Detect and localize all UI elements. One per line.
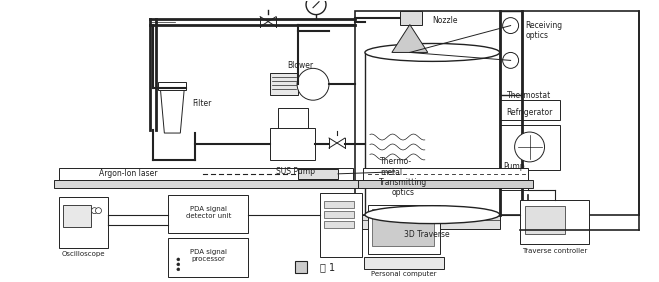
Text: Refrigerator: Refrigerator <box>506 108 553 117</box>
Bar <box>519 200 589 244</box>
Bar <box>364 257 444 269</box>
Bar <box>53 180 363 188</box>
Bar <box>525 206 565 233</box>
Ellipse shape <box>365 43 500 61</box>
Circle shape <box>96 208 101 214</box>
Circle shape <box>306 0 326 15</box>
Text: Traverse controller: Traverse controller <box>522 248 587 254</box>
Text: 3D Traverse: 3D Traverse <box>404 230 449 239</box>
Bar <box>365 52 500 215</box>
Text: SUS Pump: SUS Pump <box>275 167 314 176</box>
Bar <box>298 169 338 179</box>
Bar <box>168 195 248 233</box>
Circle shape <box>515 132 544 162</box>
Text: Transmitting
optics: Transmitting optics <box>379 178 427 197</box>
Bar <box>500 100 559 120</box>
Bar <box>295 261 307 273</box>
Ellipse shape <box>365 206 500 224</box>
Bar <box>500 125 559 170</box>
Polygon shape <box>392 25 428 52</box>
Bar <box>372 209 434 246</box>
Text: Receiving
optics: Receiving optics <box>526 21 563 40</box>
Text: Thermo-
metal: Thermo- metal <box>380 157 412 177</box>
Circle shape <box>297 68 329 100</box>
Text: Blower: Blower <box>287 61 313 70</box>
Bar <box>270 128 315 160</box>
Text: Nozzle: Nozzle <box>432 16 457 25</box>
Bar <box>59 197 109 248</box>
Text: Argon-Ion laser: Argon-Ion laser <box>99 169 158 178</box>
Polygon shape <box>160 88 185 133</box>
Text: 図 1: 図 1 <box>320 262 335 272</box>
Bar <box>500 172 528 190</box>
Bar <box>358 180 532 188</box>
Bar <box>500 11 521 95</box>
Circle shape <box>503 17 519 34</box>
Circle shape <box>177 258 180 261</box>
Bar <box>158 82 186 90</box>
Text: Oscilloscope: Oscilloscope <box>62 252 105 257</box>
Circle shape <box>92 208 98 214</box>
Circle shape <box>503 52 519 68</box>
Bar <box>355 215 500 229</box>
Text: Pump: Pump <box>503 162 525 171</box>
Text: Thermostat: Thermostat <box>507 91 552 100</box>
Bar <box>320 193 362 257</box>
Bar <box>168 237 248 277</box>
Bar <box>63 205 90 226</box>
Text: Filter: Filter <box>192 99 212 108</box>
Text: PDA signal
detector unit: PDA signal detector unit <box>186 206 231 219</box>
Bar <box>363 168 528 180</box>
Bar <box>324 221 354 228</box>
Circle shape <box>177 268 180 271</box>
Bar <box>324 211 354 218</box>
Bar <box>324 201 354 208</box>
Text: Personal computer: Personal computer <box>371 271 437 277</box>
Text: PDA signal
processor: PDA signal processor <box>190 249 227 262</box>
Bar <box>270 73 298 95</box>
Circle shape <box>177 263 180 266</box>
Bar <box>278 108 308 132</box>
Bar <box>355 11 639 215</box>
Bar <box>59 168 353 180</box>
Bar <box>400 11 422 25</box>
Bar <box>368 205 440 254</box>
